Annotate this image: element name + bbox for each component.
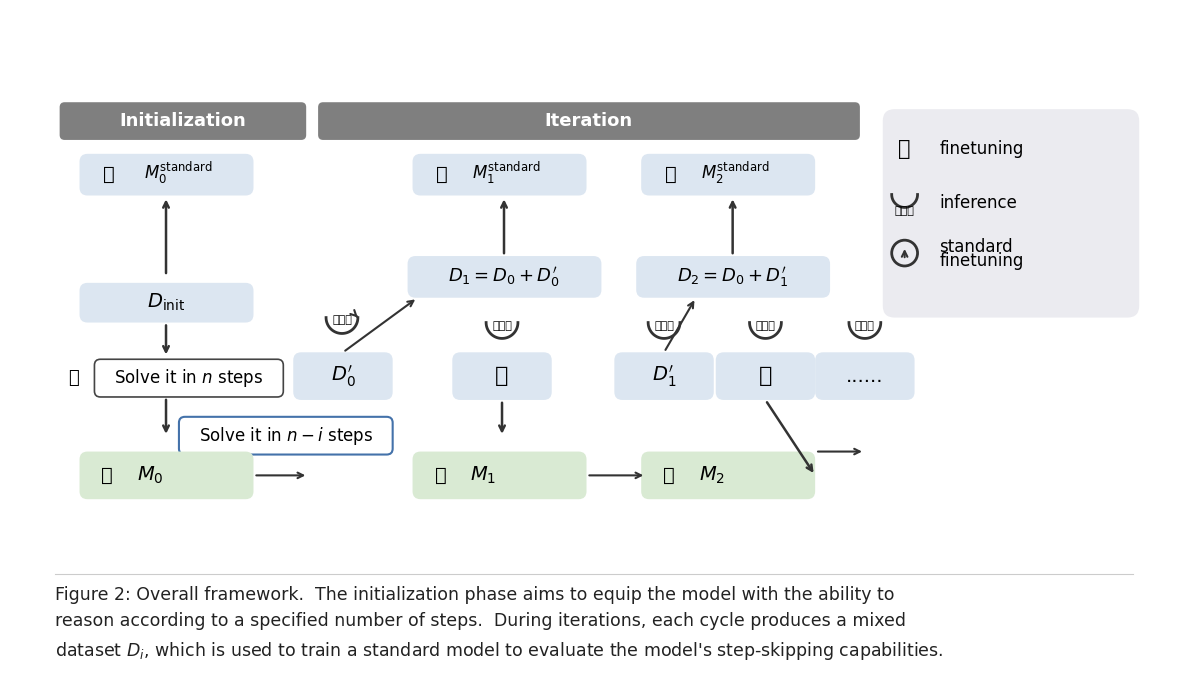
FancyBboxPatch shape — [80, 154, 254, 196]
Text: Solve it in $n$ steps: Solve it in $n$ steps — [114, 367, 263, 389]
Text: finetuning: finetuning — [939, 140, 1024, 158]
Text: Iteration: Iteration — [545, 112, 633, 130]
Text: ⬛⬜⬛: ⬛⬜⬛ — [895, 207, 914, 216]
FancyBboxPatch shape — [80, 451, 254, 499]
FancyBboxPatch shape — [641, 154, 815, 196]
Text: $M_0$: $M_0$ — [137, 464, 163, 486]
Text: $M_2^{\mathrm{standard}}$: $M_2^{\mathrm{standard}}$ — [701, 160, 769, 186]
Text: 🎓: 🎓 — [759, 366, 772, 386]
Text: 🎓: 🎓 — [68, 369, 79, 387]
Text: ⬛⬜⬛: ⬛⬜⬛ — [855, 321, 875, 331]
FancyBboxPatch shape — [94, 359, 284, 397]
Text: 🧠: 🧠 — [663, 466, 675, 485]
Text: $D_1'$: $D_1'$ — [652, 364, 676, 389]
FancyBboxPatch shape — [412, 451, 586, 499]
Text: 🧠: 🧠 — [101, 466, 113, 485]
FancyBboxPatch shape — [452, 353, 552, 400]
FancyBboxPatch shape — [60, 102, 306, 140]
Text: Figure 2: Overall framework.  The initialization phase aims to equip the model w: Figure 2: Overall framework. The initial… — [55, 586, 943, 662]
Text: standard: standard — [939, 238, 1013, 256]
Text: $M_2$: $M_2$ — [699, 464, 725, 486]
Text: $M_1$: $M_1$ — [470, 464, 496, 486]
FancyBboxPatch shape — [815, 353, 914, 400]
Text: 🎓: 🎓 — [899, 139, 911, 159]
Text: $D_1 = D_0 + D_0'$: $D_1 = D_0 + D_0'$ — [448, 265, 560, 289]
Text: ⬛⬜⬛: ⬛⬜⬛ — [492, 321, 511, 331]
Text: $D_{\mathrm{init}}$: $D_{\mathrm{init}}$ — [148, 292, 186, 313]
Text: inference: inference — [939, 194, 1017, 213]
FancyBboxPatch shape — [408, 256, 602, 298]
Text: $D_0'$: $D_0'$ — [330, 364, 355, 389]
Text: ......: ...... — [846, 367, 883, 385]
Text: $D_2 = D_0 + D_1'$: $D_2 = D_0 + D_1'$ — [677, 265, 789, 289]
Text: ⬛⬜⬛: ⬛⬜⬛ — [756, 321, 775, 331]
Text: ⬛⬜⬛: ⬛⬜⬛ — [333, 314, 352, 325]
Text: 🧠: 🧠 — [435, 466, 446, 485]
Text: $M_1^{\mathrm{standard}}$: $M_1^{\mathrm{standard}}$ — [472, 160, 540, 186]
Text: ⬛⬜⬛: ⬛⬜⬛ — [654, 321, 673, 331]
Text: finetuning: finetuning — [939, 252, 1024, 270]
Text: 🧠: 🧠 — [436, 165, 448, 184]
FancyBboxPatch shape — [641, 451, 815, 499]
Text: 🎓: 🎓 — [496, 366, 509, 386]
Text: 🧠: 🧠 — [665, 165, 677, 184]
FancyBboxPatch shape — [80, 283, 254, 323]
Text: Solve it in $n-i$ steps: Solve it in $n-i$ steps — [199, 425, 373, 447]
FancyBboxPatch shape — [318, 102, 859, 140]
FancyBboxPatch shape — [293, 353, 392, 400]
FancyBboxPatch shape — [412, 154, 586, 196]
FancyBboxPatch shape — [614, 353, 714, 400]
Text: 🧠: 🧠 — [104, 165, 116, 184]
FancyBboxPatch shape — [179, 417, 392, 454]
Text: $M_0^{\mathrm{standard}}$: $M_0^{\mathrm{standard}}$ — [144, 160, 212, 186]
FancyBboxPatch shape — [715, 353, 815, 400]
Text: Initialization: Initialization — [119, 112, 247, 130]
FancyBboxPatch shape — [883, 109, 1140, 318]
FancyBboxPatch shape — [637, 256, 830, 298]
